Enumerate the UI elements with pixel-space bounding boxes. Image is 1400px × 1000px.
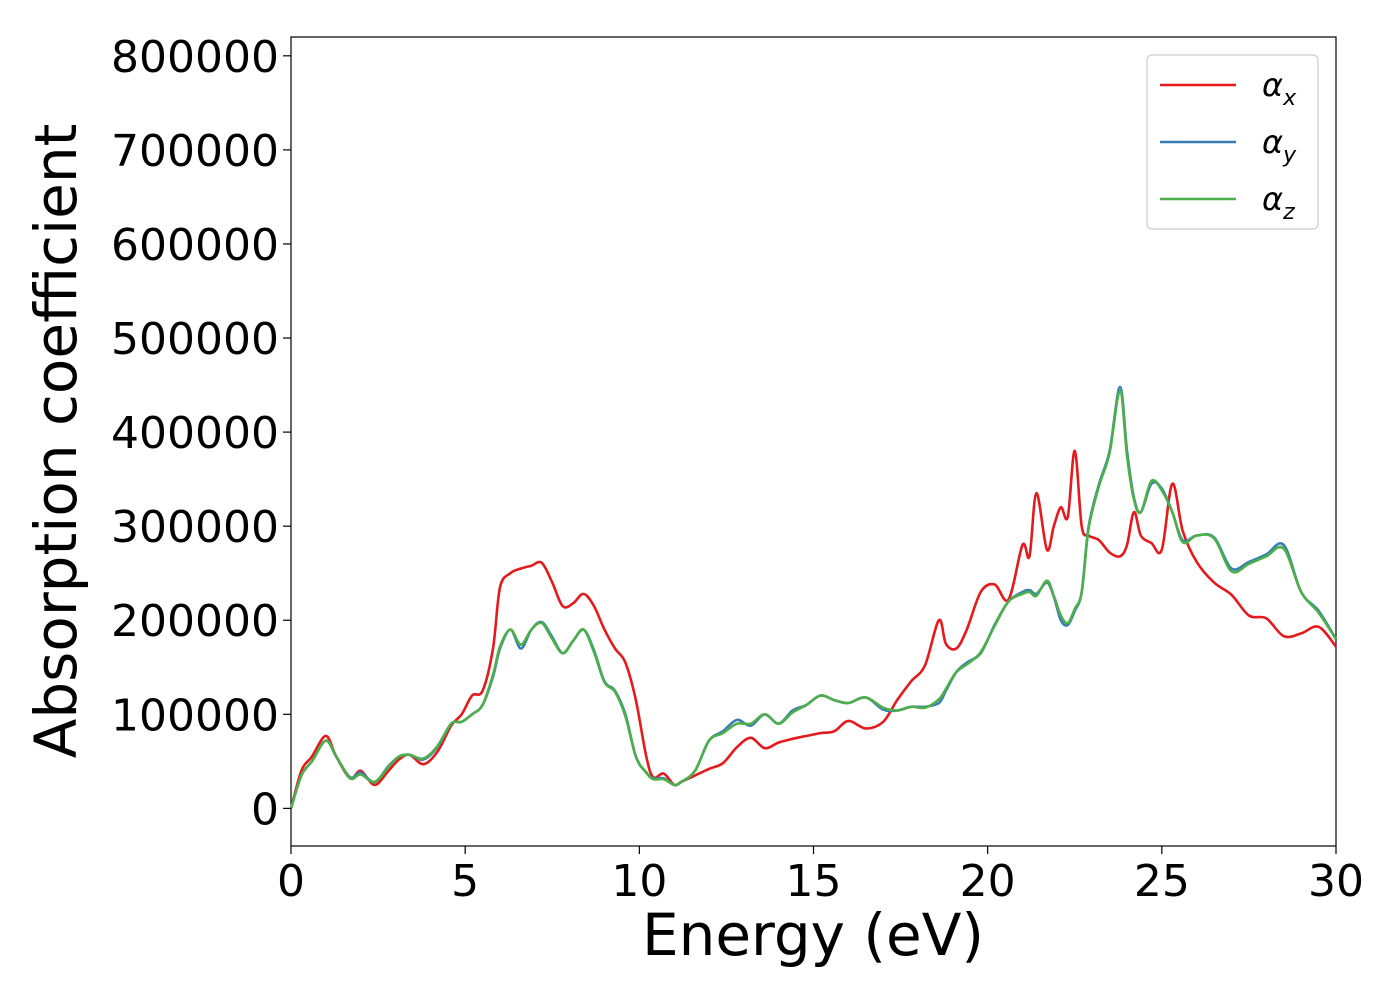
x-tick-label: 0: [277, 856, 305, 907]
y-tick-label: 600000: [111, 220, 279, 271]
x-tick-label: 25: [1134, 856, 1190, 907]
series-line-alpha-z: [289, 389, 1338, 809]
legend-label-subscript: z: [1282, 200, 1295, 225]
x-axis-ticks: 0 5 10 15 20 25 30: [277, 846, 1364, 907]
legend-label-alpha-y: αy: [1262, 123, 1297, 168]
legend-label-base: α: [1262, 180, 1283, 218]
y-tick-label: 400000: [111, 408, 279, 459]
y-tick-label: 0: [251, 784, 279, 835]
y-axis-title: Absorption coefficient: [22, 124, 90, 759]
y-tick-label: 200000: [111, 596, 279, 647]
y-tick-label: 700000: [111, 126, 279, 177]
series-line-alpha-y: [289, 385, 1338, 809]
y-tick-label: 500000: [111, 314, 279, 365]
y-axis-ticks: 0 100000 200000 300000 400000 500000 600000 700…: [111, 32, 291, 835]
legend-label-base: α: [1262, 66, 1283, 104]
x-tick-label: 15: [786, 856, 842, 907]
x-tick-label: 30: [1308, 856, 1364, 907]
series-line-alpha-x: [289, 449, 1338, 809]
y-tick-label: 800000: [111, 32, 279, 83]
x-tick-label: 10: [611, 856, 667, 907]
legend-label-base: α: [1262, 123, 1283, 161]
y-tick-label: 100000: [111, 690, 279, 741]
legend-label-alpha-z: αz: [1262, 180, 1295, 225]
series-layer: [289, 385, 1338, 809]
x-tick-label: 20: [960, 856, 1016, 907]
legend-label-subscript: y: [1282, 143, 1297, 168]
y-tick-label: 300000: [111, 502, 279, 553]
x-tick-label: 5: [451, 856, 479, 907]
x-axis-title: Energy (eV): [642, 901, 984, 969]
legend-label-alpha-x: αx: [1262, 66, 1297, 111]
legend-label-subscript: x: [1282, 86, 1297, 111]
